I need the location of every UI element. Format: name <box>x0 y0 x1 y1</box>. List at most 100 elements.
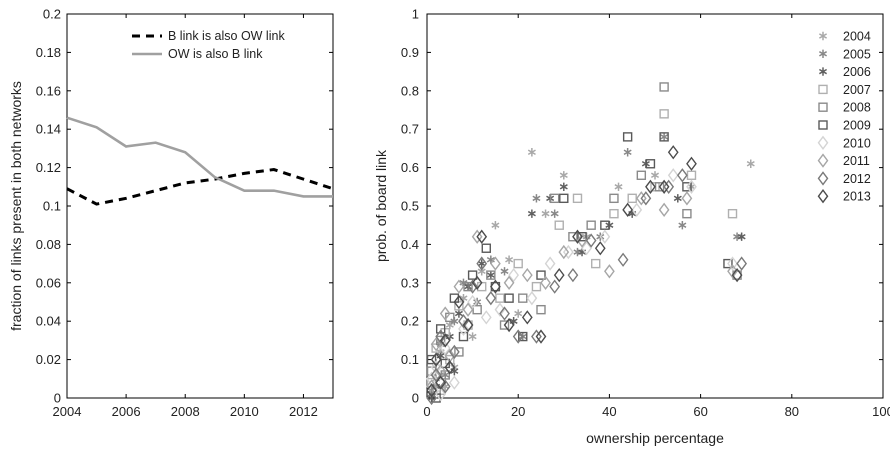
scatter-point-2004 <box>541 209 550 218</box>
scatter-point-2012 <box>676 168 688 183</box>
left-y-tick-label: 0.14 <box>36 122 61 137</box>
scatter-point-2011 <box>471 229 483 244</box>
left-y-axis-label: fraction of links present in both networ… <box>8 81 24 331</box>
scatter-point-2009 <box>723 258 733 269</box>
scatter-point-2013 <box>453 294 465 310</box>
scatter-point-2010 <box>467 294 478 310</box>
left-y-tick-label: 0.12 <box>36 160 61 175</box>
scatter-point-2004 <box>650 171 660 180</box>
scatter-point-2008 <box>636 170 647 180</box>
legend-label: 2004 <box>843 30 871 44</box>
scatter-point-2013 <box>622 202 634 218</box>
scatter-series-2011 <box>426 191 738 394</box>
scatter-point-2013 <box>490 279 501 294</box>
scatter-point-2009 <box>435 324 446 334</box>
scatter-point-2012 <box>549 279 561 294</box>
series-line-b-link <box>66 167 334 206</box>
right-scatter-chart: 0 20 40 60 80 100 0 0.1 0.2 0.3 0.4 0.5 0.6 0.7 0.8 0.9… <box>373 7 890 447</box>
scatter-point-2011 <box>430 337 442 352</box>
legend-marker-2011 <box>817 153 829 168</box>
scatter-point-2013 <box>426 383 437 398</box>
scatter-point-2011 <box>727 264 738 279</box>
scatter-point-2005 <box>500 267 509 276</box>
scatter-point-2011 <box>604 264 615 279</box>
scatter-point-2010 <box>458 321 469 337</box>
legend-marker-2010 <box>817 135 829 150</box>
scatter-point-2013 <box>521 310 533 325</box>
scatter-point-2012 <box>531 329 542 344</box>
scatter-point-2013 <box>645 179 656 194</box>
scatter-point-2004 <box>527 148 536 157</box>
scatter-point-2009 <box>659 132 669 142</box>
scatter-point-2008 <box>536 304 546 315</box>
scatter-point-2010 <box>544 256 556 271</box>
scatter-point-2004 <box>614 182 623 191</box>
right-y-tick-label: 0.8 <box>401 83 419 98</box>
scatter-point-2011 <box>521 267 533 283</box>
scatter-point-2011 <box>658 202 670 218</box>
legend-label: B link is also OW link <box>168 29 285 43</box>
scatter-point-2013 <box>594 241 606 256</box>
scatter-point-2011 <box>681 191 693 206</box>
scatter-point-2012 <box>567 267 579 283</box>
scatter-series-2009 <box>426 132 733 403</box>
right-y-tick-label: 0.4 <box>401 237 419 252</box>
scatter-point-2009 <box>426 354 437 365</box>
scatter-point-2010 <box>435 386 447 402</box>
scatter-point-2010 <box>508 267 520 283</box>
right-x-tick-label: 40 <box>602 404 616 419</box>
left-x-tick-label: 2004 <box>53 404 82 419</box>
scatter-point-2012 <box>467 279 478 294</box>
scatter-point-2010 <box>480 310 492 325</box>
scatter-point-2013 <box>435 375 447 390</box>
scatter-point-2007 <box>591 258 601 269</box>
scatter-point-2006 <box>559 182 568 191</box>
legend-marker-2007 <box>818 84 828 95</box>
scatter-point-2011 <box>462 302 474 317</box>
left-y-tick-label: 0.06 <box>36 275 61 290</box>
scatter-point-2013 <box>535 329 547 344</box>
scatter-point-2010 <box>631 202 643 218</box>
left-y-tick-label: 0.1 <box>43 199 61 214</box>
scatter-point-2004 <box>746 159 755 168</box>
legend-label: 2009 <box>843 119 871 133</box>
left-y-tick-label: 0.16 <box>36 83 61 98</box>
left-x-tick-label: 2008 <box>171 404 200 419</box>
scatter-point-2013 <box>553 267 565 283</box>
right-x-tick-label: 20 <box>511 404 525 419</box>
scatter-point-2011 <box>576 233 588 248</box>
scatter-point-2005 <box>678 221 687 230</box>
right-y-tick-label: 1 <box>412 7 419 22</box>
scatter-point-2010 <box>439 340 451 356</box>
scatter-point-2010 <box>562 244 574 260</box>
legend-label: 2007 <box>843 83 871 97</box>
scatter-point-2010 <box>667 168 679 183</box>
scatter-point-2007 <box>572 193 583 204</box>
legend-marker-2006 <box>818 67 828 76</box>
left-line-chart: 2004 2006 2008 2010 2012 0 0.02 0.04 0.06 0.08 0.1… <box>8 7 334 419</box>
legend-marker-2005 <box>818 49 828 58</box>
scatter-point-2009 <box>481 243 491 253</box>
scatter-point-2012 <box>736 256 748 271</box>
scatter-point-2007 <box>659 109 669 119</box>
left-y-tick-label: 0.2 <box>43 7 61 22</box>
right-y-tick-label: 0.2 <box>401 314 419 329</box>
scatter-series-2006 <box>427 159 746 403</box>
scatter-point-2012 <box>585 233 597 248</box>
left-y-tick-label: 0.04 <box>36 314 61 329</box>
legend-label: 2011 <box>843 154 870 168</box>
legend-marker-2009 <box>818 120 828 130</box>
scatter-series-2012 <box>426 168 748 406</box>
scatter-point-2010 <box>686 179 697 194</box>
left-y-tick-label: 0.18 <box>36 45 61 60</box>
scatter-point-2012 <box>439 379 451 394</box>
scatter-point-2004 <box>477 267 486 276</box>
scatter-point-2009 <box>559 193 569 204</box>
right-axes-frame <box>426 13 884 399</box>
scatter-point-2004 <box>559 171 568 180</box>
left-x-tick-label: 2006 <box>112 404 141 419</box>
right-y-tick-label: 0.9 <box>401 45 419 60</box>
scatter-point-2013 <box>439 333 451 348</box>
